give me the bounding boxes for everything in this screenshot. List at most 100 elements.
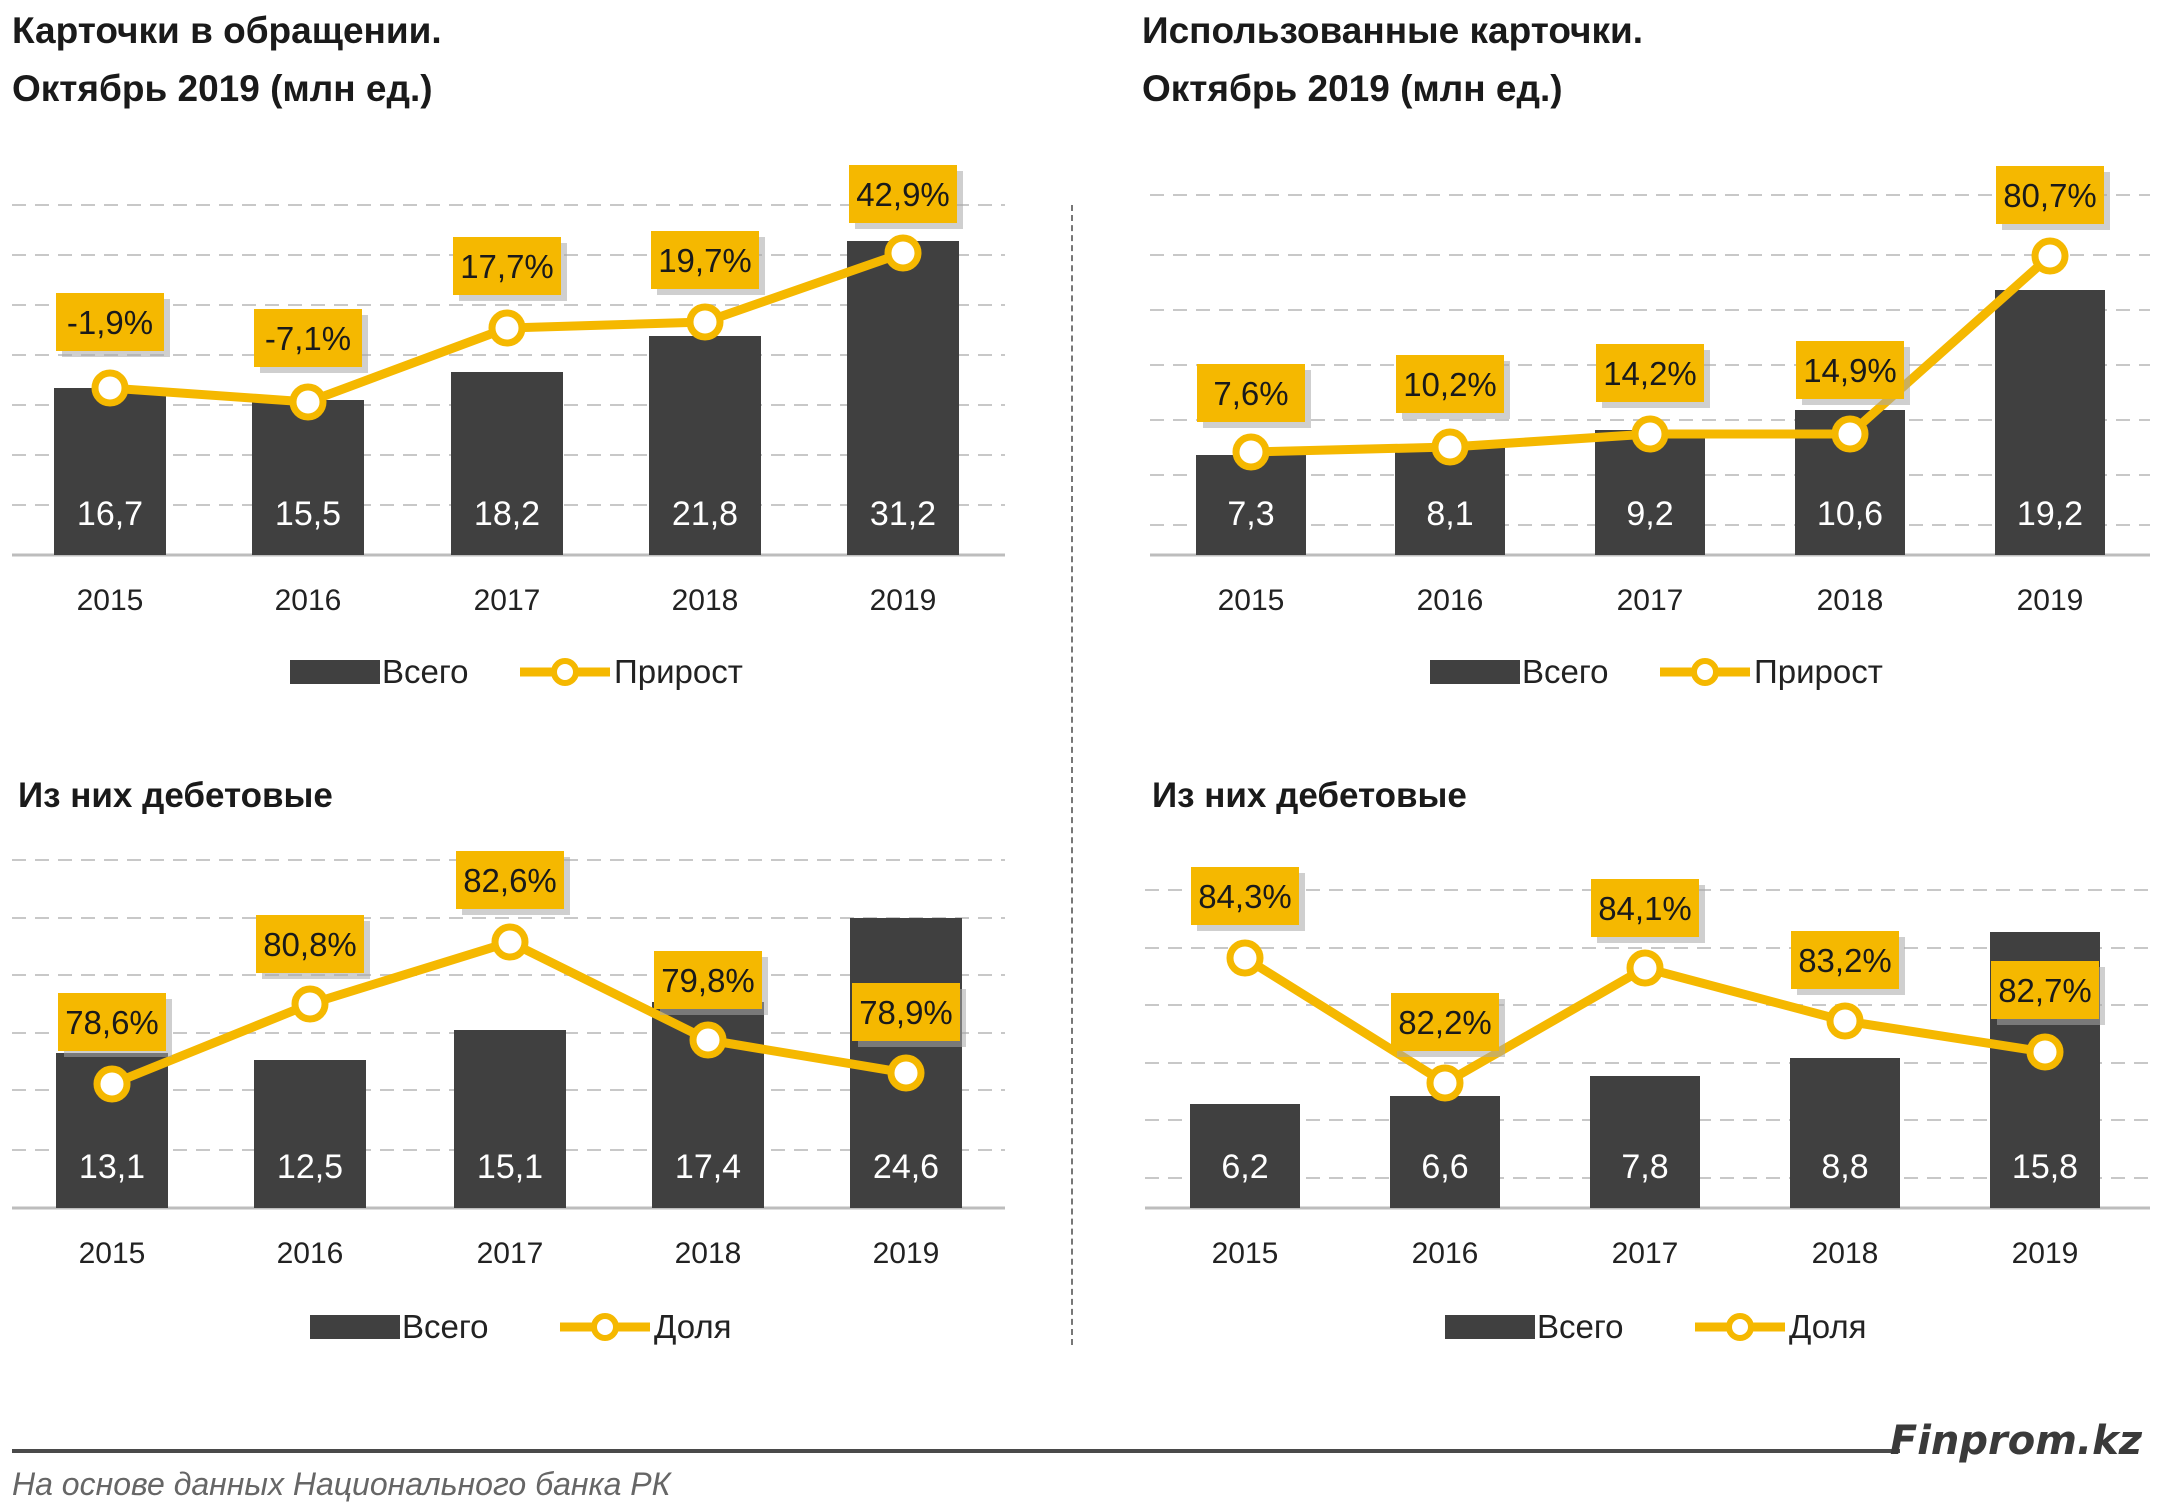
line-point-2019 bbox=[884, 234, 922, 272]
bar-value-label: 21,8 bbox=[672, 495, 738, 533]
line-point-2015 bbox=[1232, 433, 1270, 471]
line-value-label: 19,7% bbox=[658, 242, 752, 279]
bar-value-label: 6,2 bbox=[1221, 1148, 1268, 1186]
line-point-2017 bbox=[1631, 415, 1669, 453]
legend-bar-label: Всего bbox=[402, 1308, 489, 1345]
line-point-2018 bbox=[1826, 1002, 1864, 1040]
line-value-label: 7,6% bbox=[1213, 375, 1288, 412]
line-value-label: -1,9% bbox=[67, 304, 153, 341]
line-value-label: 78,9% bbox=[859, 994, 953, 1031]
x-tick-label: 2016 bbox=[1417, 584, 1484, 617]
footer-divider bbox=[12, 1449, 1900, 1453]
source-note: На основе данных Национального банка РК bbox=[12, 1466, 671, 1502]
line-point-2017 bbox=[491, 923, 529, 961]
bar-2019 bbox=[847, 241, 959, 555]
bar-value-label: 18,2 bbox=[474, 495, 540, 533]
bar-value-label: 31,2 bbox=[870, 495, 936, 533]
line-label-box bbox=[254, 309, 362, 367]
legend-line-label: Прирост bbox=[1754, 653, 1883, 690]
line-label-box bbox=[1391, 993, 1499, 1051]
chart-1: 16,7 2015 15,5 2016 18,2 2017 21,8 2018 31,2 2019… bbox=[12, 165, 1005, 690]
line-label-box bbox=[1596, 344, 1704, 402]
line-label-box bbox=[849, 165, 957, 223]
x-tick-label: 2016 bbox=[1412, 1237, 1479, 1270]
line-value-label: 83,2% bbox=[1798, 942, 1892, 979]
line-point-2015 bbox=[1226, 939, 1264, 977]
vertical-divider bbox=[1071, 205, 1073, 1345]
line-value-label: 78,6% bbox=[65, 1004, 159, 1041]
chart3-title: Из них дебетовые bbox=[18, 776, 333, 815]
line-point-2017 bbox=[488, 309, 526, 347]
legend-bar-label: Всего bbox=[1537, 1308, 1624, 1345]
line-label-box bbox=[456, 851, 564, 909]
x-tick-label: 2015 bbox=[1218, 584, 1285, 617]
legend-line-label: Доля bbox=[654, 1308, 731, 1345]
bar-2017 bbox=[454, 1030, 566, 1208]
line-value-label: 79,8% bbox=[661, 962, 755, 999]
legend: Всего Доля bbox=[1445, 1308, 1866, 1345]
x-tick-label: 2018 bbox=[672, 584, 739, 617]
line-point-2019 bbox=[2026, 1033, 2064, 1071]
x-tick-label: 2017 bbox=[474, 584, 541, 617]
x-tick-label: 2019 bbox=[2012, 1237, 2079, 1270]
chart2-title-line1: Использованные карточки. bbox=[1142, 10, 1644, 51]
x-tick-label: 2016 bbox=[277, 1237, 344, 1270]
x-tick-label: 2017 bbox=[1612, 1237, 1679, 1270]
line-label-box bbox=[1197, 364, 1305, 422]
bar-value-label: 6,6 bbox=[1421, 1148, 1468, 1186]
bar-value-label: 17,4 bbox=[675, 1148, 741, 1186]
bar-2015 bbox=[54, 388, 166, 555]
line-label-box bbox=[256, 915, 364, 973]
line-label-box bbox=[1191, 867, 1299, 925]
line-label-box bbox=[852, 983, 960, 1041]
bar-value-label: 13,1 bbox=[79, 1148, 145, 1186]
line-label-box bbox=[56, 293, 164, 351]
line-value-label: 17,7% bbox=[460, 248, 554, 285]
brand-logo: Finprom.kz bbox=[1889, 1418, 2142, 1464]
bar-2018 bbox=[649, 336, 761, 555]
line-label-box bbox=[1591, 879, 1699, 937]
x-tick-label: 2017 bbox=[1617, 584, 1684, 617]
chart2-title-line2: Октябрь 2019 (млн ед.) bbox=[1142, 68, 1563, 109]
legend: Всего Доля bbox=[310, 1308, 731, 1345]
line-value-label: 14,2% bbox=[1603, 355, 1697, 392]
line-point-2015 bbox=[93, 1065, 131, 1103]
line-point-2016 bbox=[1426, 1064, 1464, 1102]
chart2-title: Использованные карточки. Октябрь 2019 (м… bbox=[1142, 2, 1643, 118]
line-point-2018 bbox=[689, 1021, 727, 1059]
line-label-box bbox=[651, 231, 759, 289]
legend-line-marker bbox=[551, 658, 579, 686]
bar-2016 bbox=[254, 1060, 366, 1208]
line-point-2019 bbox=[887, 1054, 925, 1092]
legend: Всего Прирост bbox=[290, 653, 743, 690]
line-point-2017 bbox=[1626, 949, 1664, 987]
line-label-box bbox=[1796, 341, 1904, 399]
line-point-2016 bbox=[289, 383, 327, 421]
line-value-label: 42,9% bbox=[856, 176, 950, 213]
line-value-label: 84,1% bbox=[1598, 890, 1692, 927]
line-value-label: 80,7% bbox=[2003, 177, 2097, 214]
x-tick-label: 2018 bbox=[1817, 584, 1884, 617]
bar-value-label: 15,1 bbox=[477, 1148, 543, 1186]
bar-value-label: 12,5 bbox=[277, 1148, 343, 1186]
line-point-2015 bbox=[91, 369, 129, 407]
legend-bar-swatch bbox=[290, 660, 380, 684]
x-tick-label: 2016 bbox=[275, 584, 342, 617]
line-value-label: 10,2% bbox=[1403, 366, 1497, 403]
bar-2018 bbox=[1790, 1058, 1900, 1208]
legend-bar-swatch bbox=[1430, 660, 1520, 684]
legend-line-marker bbox=[1726, 1313, 1754, 1341]
x-tick-label: 2017 bbox=[477, 1237, 544, 1270]
line-label-box bbox=[1991, 961, 2099, 1019]
line-label-box bbox=[1396, 355, 1504, 413]
line-label-box bbox=[1791, 931, 1899, 989]
bar-value-label: 7,3 bbox=[1227, 495, 1274, 533]
line-point-2019 bbox=[2031, 237, 2069, 275]
x-tick-label: 2019 bbox=[873, 1237, 940, 1270]
chart-3: 13,1 2015 12,5 2016 15,1 2017 17,4 2018 24,6 2019… bbox=[12, 851, 1005, 1345]
bar-value-label: 10,6 bbox=[1817, 495, 1883, 533]
chart1-title-line1: Карточки в обращении. bbox=[12, 10, 442, 51]
line-value-label: 82,2% bbox=[1398, 1004, 1492, 1041]
line-value-label: 80,8% bbox=[263, 926, 357, 963]
